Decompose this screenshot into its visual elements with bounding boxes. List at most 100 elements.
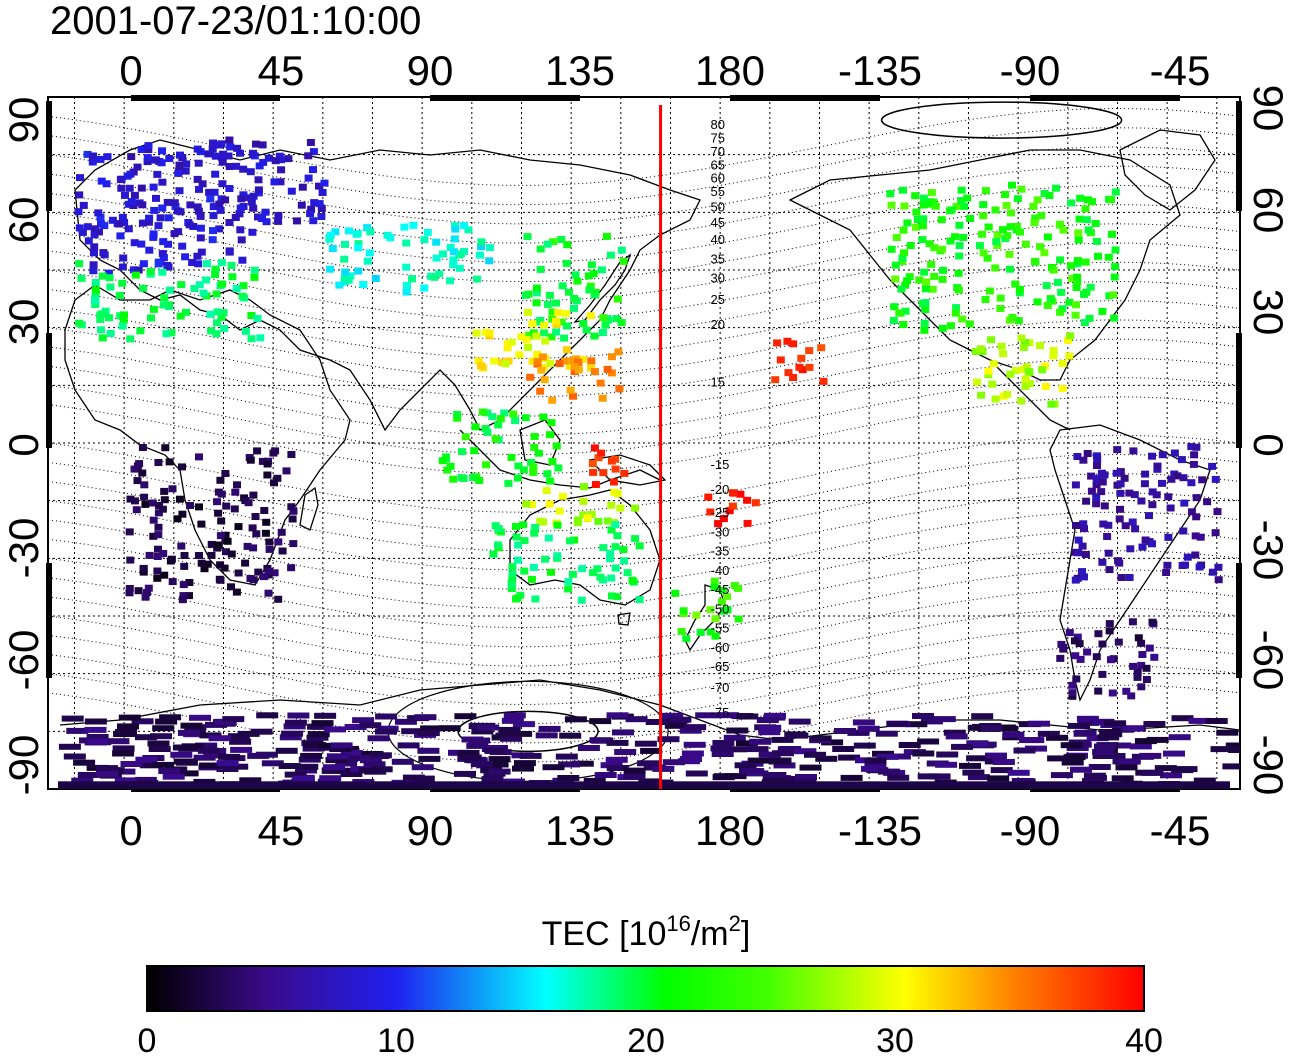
tec-cell	[1146, 736, 1169, 743]
tec-cell	[1142, 664, 1151, 672]
tec-cell	[533, 350, 542, 358]
tec-cell	[66, 727, 89, 734]
tec-cell	[120, 219, 129, 226]
tec-cell	[558, 761, 581, 768]
tec-cell	[528, 357, 537, 365]
tec-cell	[1120, 474, 1129, 482]
top-tick-label: 180	[695, 47, 765, 94]
tec-cell	[1081, 205, 1090, 213]
magnetic-latitude-label: -40	[711, 563, 730, 578]
tec-cell	[306, 139, 315, 146]
tec-cell	[1134, 634, 1143, 642]
tec-cell	[359, 281, 368, 288]
tec-cell	[671, 589, 680, 597]
tec-cell	[999, 226, 1007, 234]
tec-cell	[966, 215, 975, 222]
tec-cell	[144, 584, 153, 592]
tec-cell	[213, 498, 221, 506]
tec-cell	[1065, 298, 1074, 306]
tec-cell	[105, 274, 114, 282]
tec-cell	[230, 746, 253, 753]
tec-cell	[306, 210, 315, 218]
tec-cell	[1028, 720, 1050, 727]
tec-cell	[1098, 670, 1107, 678]
tec-cell	[420, 236, 429, 244]
tec-cell	[1114, 638, 1123, 646]
tec-cell	[573, 358, 582, 366]
tec-cell	[560, 334, 569, 342]
tec-cell	[991, 395, 1000, 403]
colorbar-tick: 30	[876, 1022, 914, 1057]
tec-cell	[549, 238, 558, 246]
tec-cell	[383, 231, 392, 239]
tec-cell	[106, 283, 115, 291]
tec-cell	[1092, 237, 1101, 245]
tec-cell	[249, 544, 258, 552]
tec-cell	[520, 567, 529, 575]
tec-cell	[1111, 263, 1120, 271]
tec-cell	[614, 348, 623, 356]
tec-cell	[1005, 250, 1014, 258]
tec-cell	[488, 768, 511, 775]
tec-cell	[217, 490, 226, 498]
tec-cell	[769, 757, 792, 764]
magnetic-latitude-label: 50	[711, 200, 725, 215]
tec-cell	[193, 145, 202, 153]
tec-cell	[1073, 277, 1082, 285]
magnetic-latitude-label: -20	[711, 482, 730, 497]
tec-cell	[135, 756, 158, 763]
tec-cell	[1071, 481, 1080, 489]
tec-cell	[221, 470, 230, 477]
tec-cell	[1081, 551, 1090, 558]
tec-cell	[215, 141, 224, 149]
tec-cell	[1067, 199, 1076, 207]
tec-cell	[729, 489, 738, 497]
tec-cell	[711, 632, 720, 640]
tec-cell	[471, 728, 494, 735]
tec-cell	[330, 742, 353, 749]
tec-cell	[195, 503, 203, 511]
tec-cell	[587, 510, 596, 518]
tec-cell	[258, 141, 267, 149]
tec-cell	[320, 179, 329, 187]
tec-cell	[1128, 618, 1137, 626]
tec-cell	[945, 733, 968, 740]
tec-cell	[154, 509, 163, 517]
coastline-greenland	[1119, 129, 1216, 211]
frame-bar	[46, 563, 52, 678]
tec-cell	[265, 545, 274, 553]
tec-cell	[197, 559, 206, 567]
tec-cell	[200, 565, 209, 573]
coastline-south-america	[1049, 424, 1211, 702]
tec-cell	[504, 479, 513, 487]
tec-cell	[598, 394, 607, 402]
tec-cell	[145, 214, 154, 222]
tec-cell	[1025, 380, 1034, 388]
tec-cell	[566, 386, 575, 394]
tec-cell	[596, 379, 605, 387]
tec-cell	[553, 521, 562, 529]
tec-cell	[231, 214, 240, 221]
tec-cell	[522, 336, 531, 344]
tec-cell	[1107, 196, 1115, 204]
tec-cell	[1153, 462, 1162, 470]
tec-cell	[88, 158, 97, 166]
tec-cell	[977, 391, 986, 399]
tec-cell	[1015, 285, 1024, 293]
tec-cell	[475, 477, 484, 484]
tec-cell	[712, 774, 735, 781]
tec-cell	[891, 275, 900, 283]
tec-cell	[341, 268, 350, 276]
tec-cell	[993, 231, 1002, 239]
coastline-australia	[509, 489, 661, 606]
tec-cell	[211, 152, 220, 160]
tec-cell	[539, 329, 548, 337]
magnetic-latitude-label: 80	[711, 117, 725, 132]
tec-cell	[957, 186, 966, 194]
tec-cell	[960, 202, 969, 210]
tec-cell	[91, 290, 100, 297]
tec-cell	[981, 296, 990, 303]
tec-cell	[1125, 574, 1134, 581]
tec-cell	[1138, 543, 1147, 551]
tec-cell	[1175, 766, 1198, 773]
